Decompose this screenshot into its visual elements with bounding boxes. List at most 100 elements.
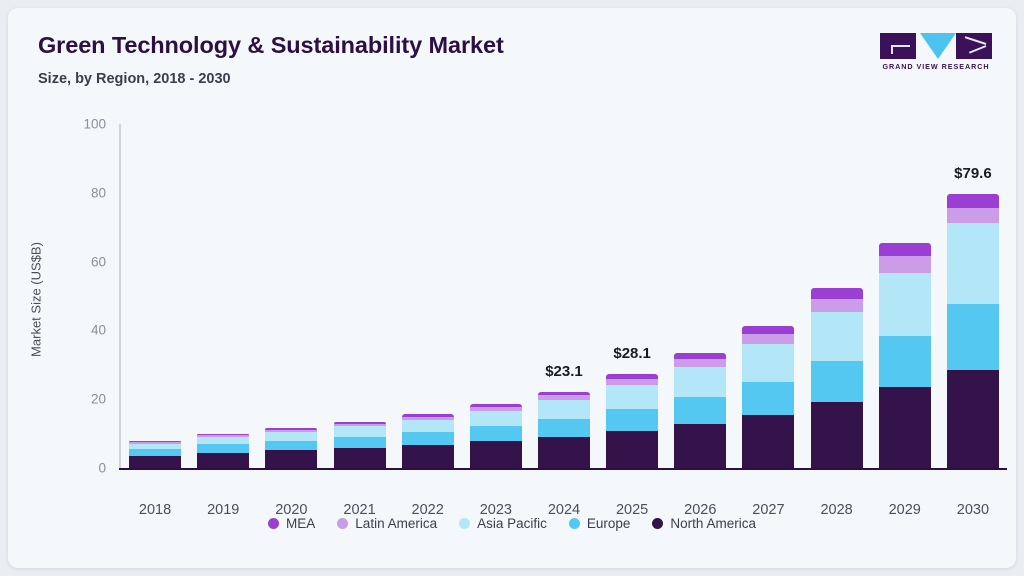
bar-column-2022[interactable]: 2022 — [394, 124, 462, 518]
x-axis-tick-label-2023: 2023 — [479, 502, 512, 518]
bar-segment-latin-america[interactable] — [401, 416, 454, 420]
bar-column-2020[interactable]: 2020 — [257, 124, 325, 518]
bar-column-2027[interactable]: 2027 — [734, 124, 802, 518]
bar-segment-asia-pacific[interactable] — [878, 273, 931, 336]
bar-column-2025[interactable]: $28.1 2025 — [598, 124, 666, 518]
bar-segment-europe[interactable] — [265, 440, 318, 451]
bar-segment-asia-pacific[interactable] — [265, 431, 318, 441]
bar-segment-latin-america[interactable] — [742, 333, 795, 345]
bar-segment-north-america[interactable] — [946, 369, 999, 468]
bar-segment-latin-america[interactable] — [333, 424, 386, 427]
bar-stack[interactable] — [810, 288, 863, 468]
bar-segment-asia-pacific[interactable] — [537, 400, 590, 419]
bar-stack[interactable] — [537, 391, 590, 468]
bar-segment-latin-america[interactable] — [606, 378, 659, 386]
bar-segment-europe[interactable] — [469, 426, 522, 442]
bar-segment-north-america[interactable] — [333, 447, 386, 468]
bar-stack[interactable] — [265, 428, 318, 468]
bar-segment-latin-america[interactable] — [878, 256, 931, 274]
bar-segment-europe[interactable] — [333, 436, 386, 448]
bar-segment-mea[interactable] — [401, 414, 454, 417]
bar-segment-europe[interactable] — [946, 303, 999, 370]
bar-column-2021[interactable]: 2021 — [325, 124, 393, 518]
bar-segment-latin-america[interactable] — [469, 407, 522, 411]
bar-segment-europe[interactable] — [674, 396, 727, 424]
bar-segment-europe[interactable] — [197, 444, 250, 453]
legend-item-latin-america[interactable]: Latin America — [337, 516, 437, 531]
y-axis-title: Market Size (US$B) — [28, 242, 44, 357]
bar-segment-mea[interactable] — [742, 325, 795, 334]
bar-segment-asia-pacific[interactable] — [469, 410, 522, 427]
bar-segment-mea[interactable] — [265, 428, 318, 430]
bar-segment-europe[interactable] — [742, 382, 795, 415]
legend-item-north-america[interactable]: North America — [652, 516, 756, 531]
bar-stack[interactable] — [129, 440, 182, 468]
bar-stack[interactable] — [197, 433, 250, 468]
bar-stack[interactable] — [674, 353, 727, 468]
bar-column-2028[interactable]: 2028 — [803, 124, 871, 518]
bar-stack[interactable] — [469, 404, 522, 468]
bar-segment-north-america[interactable] — [469, 441, 522, 468]
legend-item-europe[interactable]: Europe — [568, 516, 630, 531]
bar-segment-latin-america[interactable] — [537, 395, 590, 401]
bar-segment-asia-pacific[interactable] — [810, 312, 863, 362]
legend-item-mea[interactable]: MEA — [268, 516, 315, 531]
bar-segment-asia-pacific[interactable] — [129, 443, 182, 450]
bar-segment-asia-pacific[interactable] — [197, 437, 250, 445]
bar-segment-latin-america[interactable] — [810, 298, 863, 313]
bar-column-2019[interactable]: 2019 — [189, 124, 257, 518]
bar-segment-asia-pacific[interactable] — [674, 367, 727, 397]
bar-segment-asia-pacific[interactable] — [946, 223, 999, 304]
bar-segment-north-america[interactable] — [537, 436, 590, 468]
x-axis-tick-label-2024: 2024 — [547, 502, 581, 518]
bar-segment-europe[interactable] — [606, 408, 659, 431]
bar-segment-latin-america[interactable] — [674, 359, 727, 368]
bar-segment-latin-america[interactable] — [197, 435, 250, 438]
bar-column-2026[interactable]: 2026 — [666, 124, 734, 518]
bar-segment-mea[interactable] — [197, 433, 250, 436]
bar-segment-asia-pacific[interactable] — [742, 344, 795, 383]
bar-segment-latin-america[interactable] — [129, 442, 182, 444]
bar-segment-mea[interactable] — [333, 421, 386, 424]
bar-segment-mea[interactable] — [606, 374, 659, 379]
bar-segment-north-america[interactable] — [606, 430, 659, 468]
grand-view-research-logo: GRAND VIEW RESEARCH — [880, 33, 992, 75]
bar-segment-asia-pacific[interactable] — [606, 385, 659, 409]
bar-segment-europe[interactable] — [129, 449, 182, 456]
bar-segment-mea[interactable] — [674, 353, 727, 360]
bar-stack[interactable] — [606, 374, 659, 468]
bar-segment-mea[interactable] — [469, 404, 522, 408]
bar-segment-north-america[interactable] — [878, 387, 931, 468]
bar-segment-europe[interactable] — [401, 432, 454, 445]
bar-segment-north-america[interactable] — [810, 401, 863, 468]
legend-item-asia-pacific[interactable]: Asia Pacific — [459, 516, 547, 531]
bar-segment-mea[interactable] — [810, 288, 863, 299]
bar-stack[interactable] — [333, 421, 386, 468]
bar-column-2018[interactable]: 2018 — [121, 124, 189, 518]
bar-column-2024[interactable]: $23.1 2024 — [530, 124, 598, 518]
bar-segment-europe[interactable] — [537, 418, 590, 437]
bar-column-2030[interactable]: $79.6 2030 — [939, 124, 1007, 518]
bar-stack[interactable] — [742, 325, 795, 468]
bar-segment-north-america[interactable] — [265, 450, 318, 468]
bar-segment-north-america[interactable] — [129, 455, 182, 468]
bar-stack[interactable] — [946, 194, 999, 468]
bar-stack[interactable] — [401, 414, 454, 468]
bar-segment-north-america[interactable] — [197, 452, 250, 468]
bar-segment-latin-america[interactable] — [265, 429, 318, 432]
bar-segment-mea[interactable] — [878, 243, 931, 257]
bar-segment-mea[interactable] — [537, 391, 590, 396]
bar-segment-europe[interactable] — [810, 361, 863, 402]
bar-segment-asia-pacific[interactable] — [401, 419, 454, 433]
bar-segment-north-america[interactable] — [401, 444, 454, 468]
bar-segment-north-america[interactable] — [674, 423, 727, 468]
bar-column-2023[interactable]: 2023 — [462, 124, 530, 518]
bar-stack[interactable] — [878, 243, 931, 468]
bar-segment-mea[interactable] — [129, 440, 182, 443]
bar-segment-asia-pacific[interactable] — [333, 426, 386, 437]
bar-column-2029[interactable]: 2029 — [871, 124, 939, 518]
bar-segment-latin-america[interactable] — [946, 208, 999, 224]
bar-segment-north-america[interactable] — [742, 414, 795, 468]
bar-segment-europe[interactable] — [878, 335, 931, 388]
bar-segment-mea[interactable] — [946, 194, 999, 209]
